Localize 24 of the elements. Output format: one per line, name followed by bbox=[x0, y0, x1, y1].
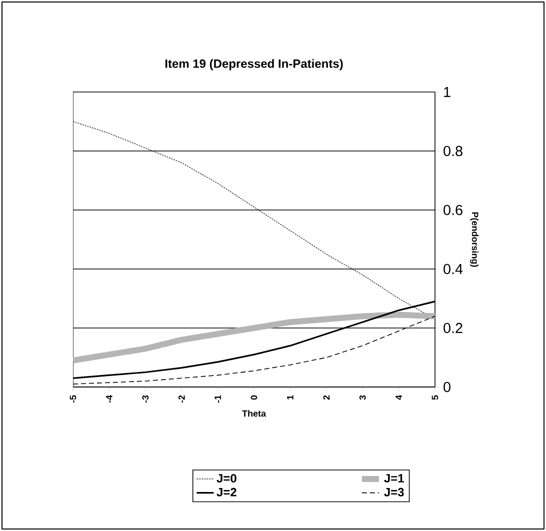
x-axis-title: Theta bbox=[242, 410, 266, 417]
chart-title: Item 19 (Depressed In-Patients) bbox=[165, 59, 343, 70]
legend-label: J=3 bbox=[384, 488, 404, 496]
x-tick-label: 5 bbox=[432, 395, 438, 400]
y-tick-label: 0.4 bbox=[444, 264, 463, 274]
x-tick-label: -1 bbox=[214, 395, 221, 403]
y-tick-label: 0.8 bbox=[444, 146, 462, 156]
y-tick-label: 0.2 bbox=[444, 322, 462, 334]
y-tick-label: 1 bbox=[444, 87, 450, 97]
x-tick-label: 2 bbox=[323, 395, 330, 400]
legend-label: J=1 bbox=[384, 474, 404, 482]
x-tick-label: -2 bbox=[178, 395, 185, 403]
y-tick-label: 0 bbox=[444, 382, 450, 392]
x-tick-label: -3 bbox=[142, 395, 149, 403]
x-tick-label: 0 bbox=[250, 395, 258, 400]
y-axis-title: P(endorsing) bbox=[470, 212, 479, 267]
y-tick-label: 0.6 bbox=[444, 204, 462, 216]
legend-label: J=0 bbox=[216, 474, 236, 482]
x-tick-label: -5 bbox=[70, 395, 76, 403]
x-tick-label: 4 bbox=[396, 395, 402, 400]
x-tick-label: 1 bbox=[287, 395, 294, 400]
x-tick-label: 3 bbox=[359, 395, 366, 400]
x-tick-label: -4 bbox=[106, 395, 112, 403]
legend-label: J=2 bbox=[216, 488, 236, 496]
